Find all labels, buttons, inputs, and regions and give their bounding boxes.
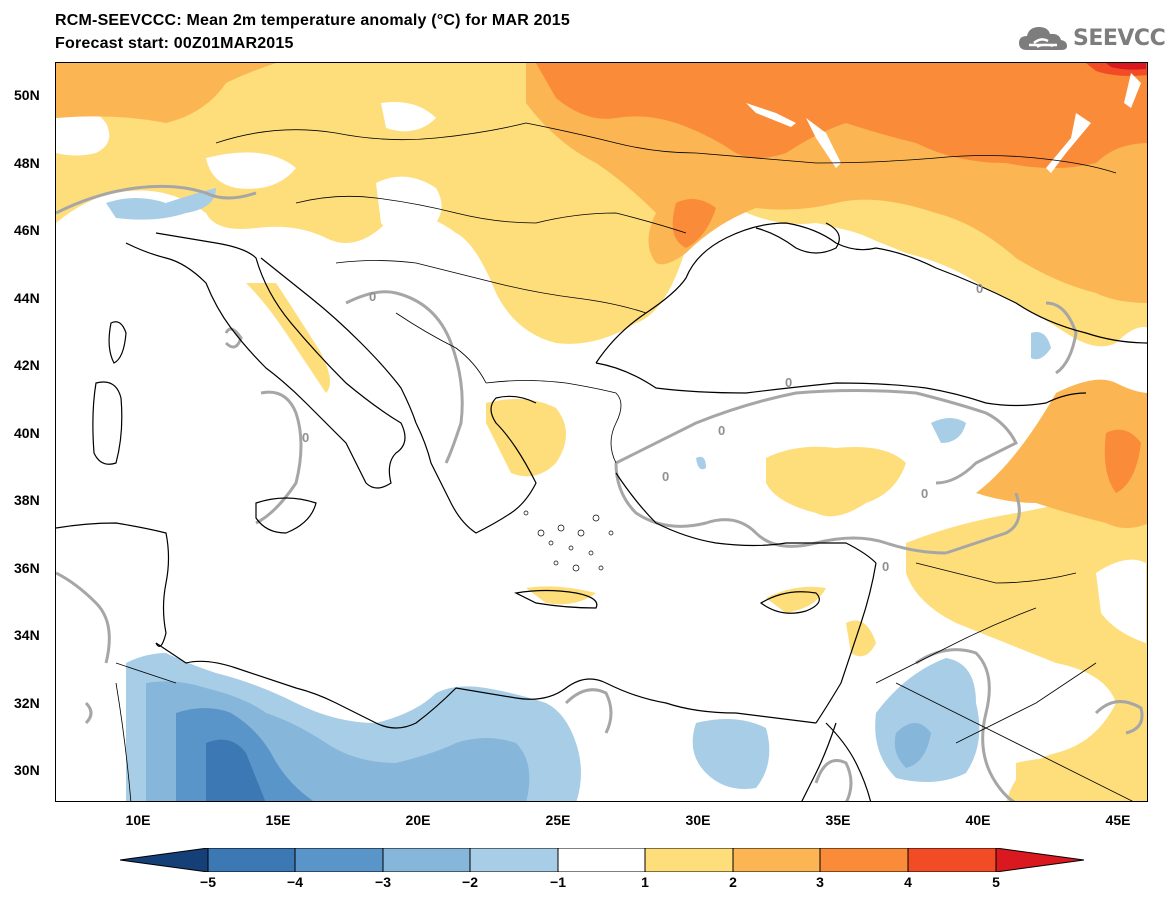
lon-label-35e: 35E bbox=[825, 812, 851, 828]
colorbar-label-2: 2 bbox=[729, 874, 737, 890]
colorbar-label-1: 1 bbox=[641, 874, 649, 890]
colorbar-label-m4: −4 bbox=[287, 874, 303, 890]
anomaly-band-neg3-saudi bbox=[894, 723, 931, 768]
black-sea-white bbox=[636, 225, 1147, 405]
anomaly-hole-east bbox=[1096, 559, 1146, 643]
lat-label-34n: 34N bbox=[14, 627, 40, 643]
lon-label-25e: 25E bbox=[545, 812, 571, 828]
lon-label-20e: 20E bbox=[405, 812, 431, 828]
anomaly-band-2-3-west bbox=[56, 63, 276, 123]
lon-label-15e: 15E bbox=[265, 812, 291, 828]
anomaly-hole-n4 bbox=[381, 102, 436, 132]
lat-label-32n: 32N bbox=[14, 695, 40, 711]
anomaly-band-1-2-east bbox=[906, 467, 1147, 801]
anomaly-streak-2 bbox=[806, 118, 841, 168]
contour-label-8: 0 bbox=[882, 559, 890, 574]
contour-label-7: 0 bbox=[976, 281, 984, 296]
map-panel: 0 0 0 0 0 0 0 0 bbox=[55, 62, 1148, 802]
aegean-islands bbox=[523, 510, 614, 572]
map-subtitle: Forecast start: 00Z01MAR2015 bbox=[55, 35, 294, 52]
contour-label-4: 0 bbox=[718, 423, 726, 438]
anomaly-streak-4 bbox=[1124, 73, 1141, 108]
lon-label-30e: 30E bbox=[685, 812, 711, 828]
anomaly-band-1-2-cyprus bbox=[766, 586, 826, 613]
lon-label-40e: 40E bbox=[965, 812, 991, 828]
anomaly-band-neg2-patch2 bbox=[931, 418, 966, 443]
seevccc-logo: SEEVCCC bbox=[1017, 22, 1165, 54]
lat-label-36n: 36N bbox=[14, 560, 40, 576]
map-title: RCM-SEEVCCC: Mean 2m temperature anomaly… bbox=[55, 12, 570, 29]
anomaly-band-neg2-alps bbox=[106, 188, 216, 220]
colorbar-label-m2: −2 bbox=[462, 874, 478, 890]
lat-label-30n: 30N bbox=[14, 762, 40, 778]
colorbar-label-m3: −3 bbox=[375, 874, 391, 890]
anomaly-band-3-4-north bbox=[536, 63, 1147, 168]
anomaly-band-1-2-balkans bbox=[246, 283, 330, 393]
contour-label-5: 0 bbox=[662, 469, 670, 484]
contour-label-2: 0 bbox=[302, 430, 310, 445]
contour-label-3: 0 bbox=[785, 375, 793, 390]
lat-label-48n: 48N bbox=[14, 155, 40, 171]
anomaly-hole-n3 bbox=[206, 152, 296, 189]
anomaly-map bbox=[56, 63, 1147, 801]
logo-text: SEEVCCC bbox=[1073, 25, 1165, 51]
contour-label-6: 0 bbox=[921, 486, 929, 501]
zero-contours bbox=[56, 184, 1144, 801]
anomaly-band-neg4-neg5-south bbox=[206, 739, 266, 801]
colorbar-label-m1: −1 bbox=[550, 874, 566, 890]
lat-label-40n: 40N bbox=[14, 425, 40, 441]
colorbar bbox=[120, 848, 1085, 872]
anomaly-band-gt5-ne bbox=[1106, 63, 1146, 70]
coastlines bbox=[56, 222, 1147, 801]
lat-label-50n: 50N bbox=[14, 87, 40, 103]
lon-label-45e: 45E bbox=[1105, 812, 1131, 828]
colorbar-label-5: 5 bbox=[992, 874, 1000, 890]
anomaly-band-neg2-egypt bbox=[692, 719, 770, 789]
cloud-icon bbox=[1019, 27, 1067, 50]
anomaly-hole-n2 bbox=[376, 176, 442, 237]
colorbar-label-3: 3 bbox=[816, 874, 824, 890]
lat-label-38n: 38N bbox=[14, 492, 40, 508]
anomaly-streak-1 bbox=[746, 103, 796, 127]
anomaly-band-neg2-patch3 bbox=[696, 456, 706, 470]
lon-label-10e: 10E bbox=[125, 812, 151, 828]
colorbar-label-m5: −5 bbox=[200, 874, 216, 890]
anomaly-band-neg2-patch1 bbox=[1031, 332, 1051, 360]
anomaly-streak-3 bbox=[1046, 113, 1091, 173]
anomaly-band-3-4-ukraine bbox=[672, 199, 716, 248]
anomaly-band-1-2-aegean bbox=[486, 399, 566, 477]
anomaly-band-3-4-east bbox=[1104, 429, 1141, 493]
anomaly-band-1-2-south-east bbox=[1016, 758, 1147, 801]
colorbar-label-4: 4 bbox=[904, 874, 912, 890]
contour-label-1: 0 bbox=[369, 289, 377, 304]
country-borders bbox=[115, 122, 1133, 801]
lat-label-42n: 42N bbox=[14, 357, 40, 373]
lat-label-46n: 46N bbox=[14, 222, 40, 238]
anomaly-band-2-3-east bbox=[976, 379, 1147, 528]
lat-label-44n: 44N bbox=[14, 290, 40, 306]
anomaly-band-1-2-anatolia bbox=[766, 446, 906, 517]
